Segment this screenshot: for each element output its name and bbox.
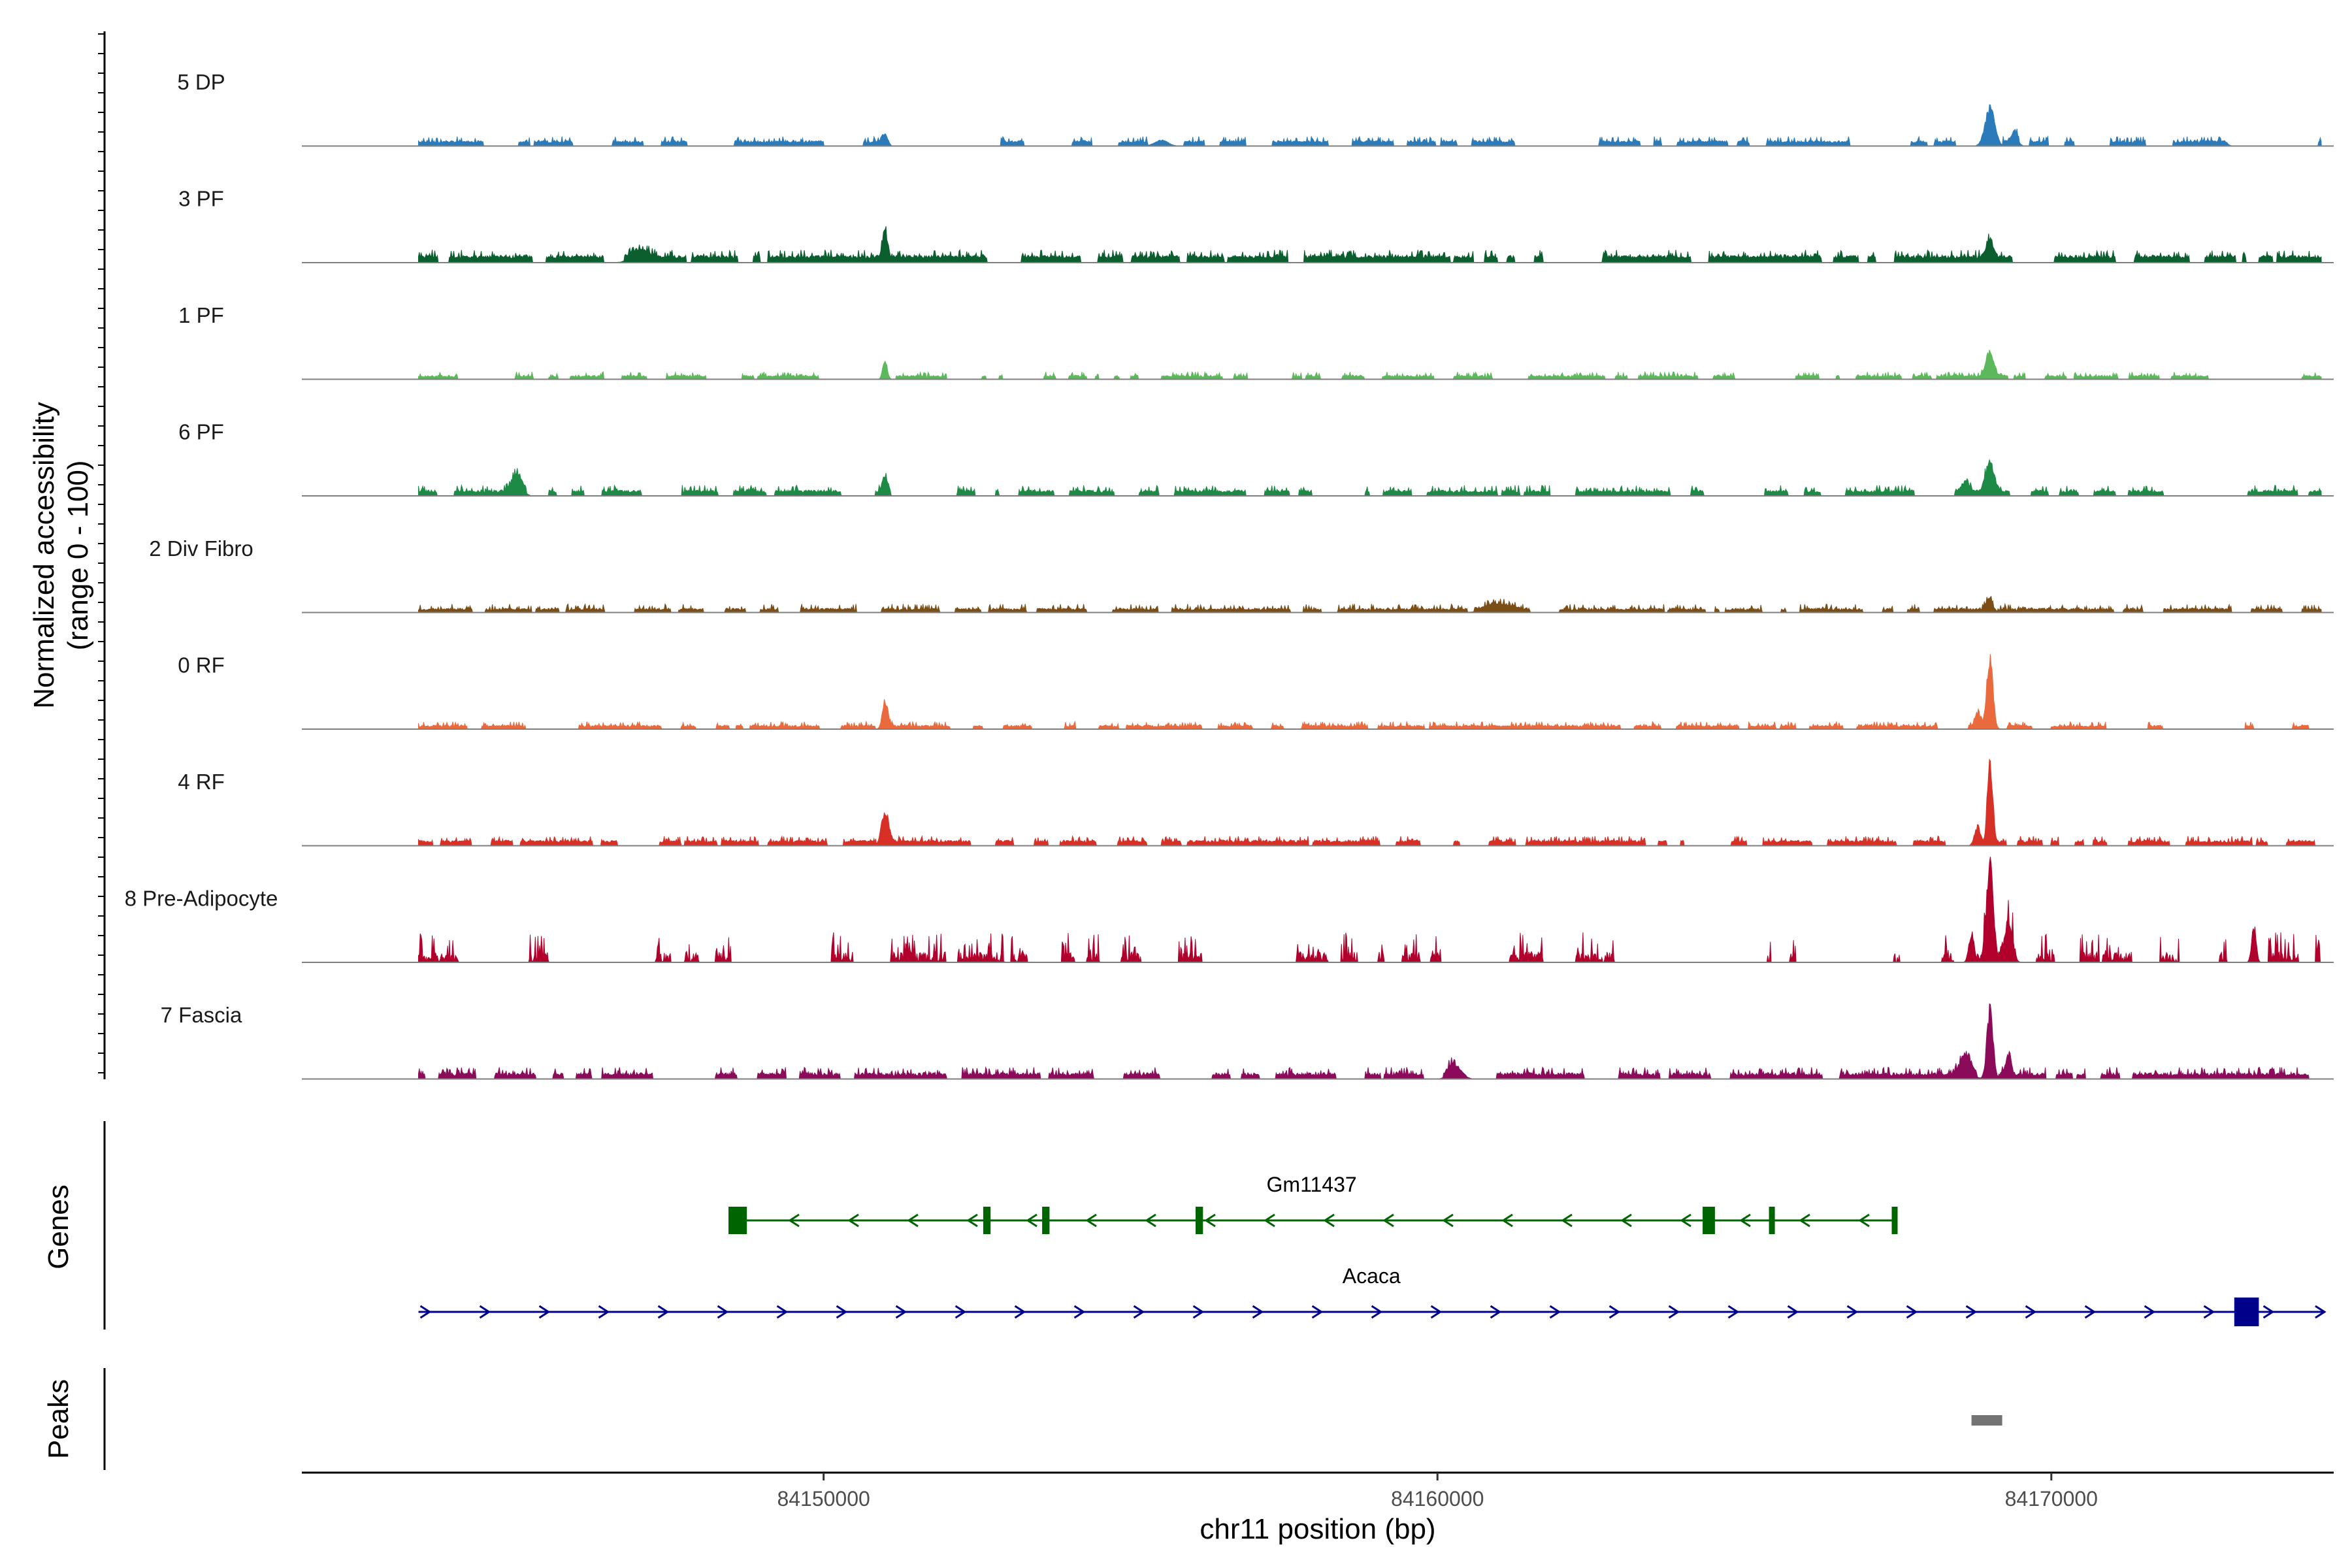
coverage-signal — [419, 105, 2322, 146]
coverage-signal — [419, 1004, 2322, 1079]
accessibility-axis: Normalized accessibility (range 0 - 100) — [28, 31, 105, 1079]
track-label: 8 Pre-Adipocyte — [125, 887, 278, 911]
track-label: 6 PF — [178, 420, 224, 444]
coverage-tracks: 5 DP 3 PF 1 PF 6 PF 2 Div Fibro 0 RF 4 RF 8 Pre… — [125, 70, 2334, 1079]
x-axis-title: chr11 position (bp) — [1200, 1513, 1435, 1545]
gene-exon — [983, 1207, 990, 1234]
track-label: 3 PF — [178, 187, 224, 211]
genes-panel: Genes Gm11437 Acaca — [42, 1121, 2325, 1330]
coverage-track: 4 RF — [178, 760, 2334, 846]
track-label: 2 Div Fibro — [149, 536, 253, 561]
track-label: 7 Fascia — [161, 1003, 242, 1027]
y-axis-title: Normalized accessibility (range 0 - 100) — [28, 402, 94, 708]
track-label: 0 RF — [178, 653, 225, 678]
gene-models: Gm11437 Acaca — [419, 1173, 2325, 1326]
peak-regions — [1972, 1415, 2002, 1426]
y-axis-title-line2: (range 0 - 100) — [62, 460, 94, 650]
x-tick-label: 84160000 — [1391, 1487, 1484, 1511]
x-tick-label: 84150000 — [777, 1487, 870, 1511]
gene-exon — [1196, 1207, 1203, 1234]
peaks-axis-title: Peaks — [42, 1379, 74, 1459]
coverage-signal — [419, 654, 2322, 729]
peaks-panel: Peaks — [42, 1368, 2002, 1470]
coverage-track: 3 PF — [178, 187, 2334, 263]
coverage-signal — [419, 226, 2322, 263]
gene-exon — [2234, 1298, 2259, 1326]
coverage-signal — [419, 857, 2322, 962]
x-tick-label: 84170000 — [2005, 1487, 2098, 1511]
y-axis-title-line1: Normalized accessibility — [28, 402, 60, 708]
coverage-track: 1 PF — [178, 303, 2334, 380]
coverage-track: 0 RF — [178, 653, 2334, 730]
coverage-track: 8 Pre-Adipocyte — [125, 857, 2334, 962]
coverage-track: 6 PF — [178, 420, 2334, 497]
track-label: 5 DP — [177, 70, 225, 94]
gene-label: Acaca — [1343, 1264, 1401, 1288]
gene-model: Acaca — [419, 1264, 2325, 1326]
gene-exon — [1703, 1207, 1715, 1234]
genes-axis-title: Genes — [42, 1184, 74, 1269]
coverage-signal — [419, 350, 2322, 380]
coverage-track: 5 DP — [177, 70, 2334, 146]
x-axis-ticks: 84150000 84160000 84170000 — [777, 1473, 2098, 1511]
coverage-signal — [419, 760, 2322, 846]
gene-exon — [1769, 1207, 1775, 1234]
coverage-track: 2 Div Fibro — [149, 536, 2334, 613]
track-label: 1 PF — [178, 303, 224, 327]
gene-model: Gm11437 — [728, 1173, 1898, 1234]
x-axis: 84150000 84160000 84170000 chr11 position … — [302, 1473, 2334, 1545]
coverage-track: 7 Fascia — [161, 1003, 2334, 1079]
coverage-signal — [419, 596, 2322, 613]
track-label: 4 RF — [178, 770, 225, 794]
peak-region — [1972, 1415, 2002, 1426]
gene-exon — [1892, 1207, 1898, 1234]
coverage-signal — [419, 460, 2322, 496]
gene-exon — [1042, 1207, 1049, 1234]
coverage-plot: Normalized accessibility (range 0 - 100)… — [0, 0, 2352, 1568]
gene-label: Gm11437 — [1267, 1173, 1357, 1196]
gene-exon — [728, 1207, 747, 1234]
